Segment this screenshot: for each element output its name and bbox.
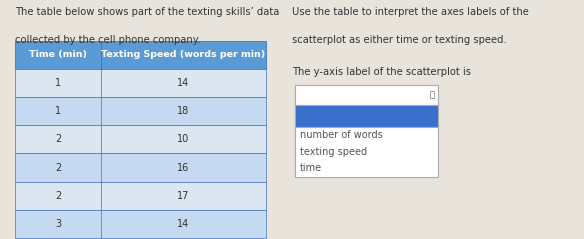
Text: texting speed: texting speed <box>300 147 367 157</box>
Text: Time (min): Time (min) <box>29 50 87 59</box>
Text: 𝘹: 𝘹 <box>430 91 435 99</box>
Text: 18: 18 <box>178 106 190 116</box>
Text: 14: 14 <box>178 219 190 229</box>
FancyBboxPatch shape <box>15 41 266 69</box>
FancyBboxPatch shape <box>15 153 266 182</box>
Text: Use the table to interpret the axes labels of the: Use the table to interpret the axes labe… <box>292 7 529 17</box>
Text: The y-axis label of the scatterplot is: The y-axis label of the scatterplot is <box>292 67 471 77</box>
Text: 2: 2 <box>55 191 61 201</box>
Text: 1: 1 <box>55 78 61 88</box>
Text: scatterplot as either time or texting speed.: scatterplot as either time or texting sp… <box>292 35 507 45</box>
FancyBboxPatch shape <box>15 210 266 238</box>
Text: 2: 2 <box>55 134 61 144</box>
FancyBboxPatch shape <box>15 97 266 125</box>
Text: 3: 3 <box>55 219 61 229</box>
Text: 1: 1 <box>55 106 61 116</box>
Text: The table below shows part of the texting skills’ data: The table below shows part of the textin… <box>15 7 279 17</box>
FancyBboxPatch shape <box>295 105 438 127</box>
Text: 17: 17 <box>178 191 190 201</box>
Text: collected by the cell phone company.: collected by the cell phone company. <box>15 35 200 45</box>
Text: number of words: number of words <box>300 130 383 140</box>
FancyBboxPatch shape <box>15 125 266 153</box>
Text: 16: 16 <box>178 163 190 173</box>
Text: 2: 2 <box>55 163 61 173</box>
FancyBboxPatch shape <box>295 127 438 177</box>
Text: 14: 14 <box>178 78 190 88</box>
Text: time: time <box>300 163 322 174</box>
FancyBboxPatch shape <box>15 182 266 210</box>
Text: Texting Speed (words per min): Texting Speed (words per min) <box>102 50 266 59</box>
Text: 10: 10 <box>178 134 190 144</box>
FancyBboxPatch shape <box>15 69 266 97</box>
FancyBboxPatch shape <box>295 85 438 105</box>
